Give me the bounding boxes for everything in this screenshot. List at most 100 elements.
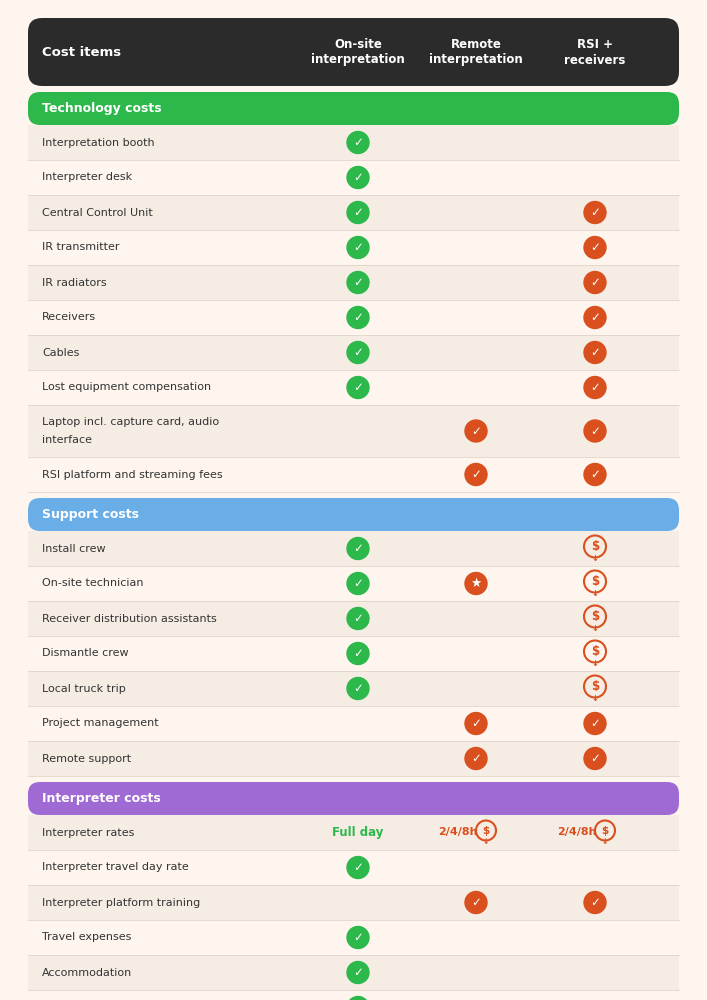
Bar xyxy=(28,405,679,457)
Text: $: $ xyxy=(591,610,599,623)
Bar xyxy=(28,706,679,741)
Bar xyxy=(28,195,679,230)
Text: ↓: ↓ xyxy=(592,659,599,668)
Circle shape xyxy=(347,236,369,258)
Text: ✓: ✓ xyxy=(471,424,481,438)
Text: ✓: ✓ xyxy=(590,241,600,254)
Circle shape xyxy=(584,236,606,258)
Text: ✓: ✓ xyxy=(590,717,600,730)
Text: ↓: ↓ xyxy=(602,837,608,846)
Text: 2/4/8h: 2/4/8h xyxy=(557,828,597,838)
Text: Central Control Unit: Central Control Unit xyxy=(42,208,153,218)
Text: Interpreter travel day rate: Interpreter travel day rate xyxy=(42,862,189,872)
Circle shape xyxy=(347,306,369,328)
Circle shape xyxy=(347,131,369,153)
Text: interface: interface xyxy=(42,435,92,445)
Circle shape xyxy=(465,420,487,442)
Circle shape xyxy=(347,856,369,879)
Text: ✓: ✓ xyxy=(471,752,481,765)
Text: Technology costs: Technology costs xyxy=(42,102,162,115)
Bar xyxy=(28,335,679,370)
Circle shape xyxy=(584,202,606,224)
Bar xyxy=(28,370,679,405)
FancyBboxPatch shape xyxy=(28,18,679,86)
Text: RSI +
receivers: RSI + receivers xyxy=(564,37,626,66)
Bar xyxy=(28,955,679,990)
Text: ✓: ✓ xyxy=(353,346,363,359)
Bar xyxy=(28,457,679,492)
Text: ✓: ✓ xyxy=(471,468,481,481)
FancyBboxPatch shape xyxy=(28,498,679,531)
Circle shape xyxy=(347,271,369,294)
Circle shape xyxy=(347,607,369,630)
Text: ✓: ✓ xyxy=(353,612,363,625)
Text: ✓: ✓ xyxy=(353,206,363,219)
Circle shape xyxy=(347,166,369,188)
FancyBboxPatch shape xyxy=(28,92,679,125)
Text: ✓: ✓ xyxy=(590,276,600,289)
Text: ✓: ✓ xyxy=(353,682,363,695)
Text: ✓: ✓ xyxy=(590,381,600,394)
Text: On-site
interpretation: On-site interpretation xyxy=(311,37,405,66)
Text: ↓: ↓ xyxy=(592,554,599,563)
Text: ✓: ✓ xyxy=(353,861,363,874)
Text: ★: ★ xyxy=(470,577,481,590)
Circle shape xyxy=(347,202,369,224)
Bar xyxy=(28,990,679,1000)
Text: Remote
interpretation: Remote interpretation xyxy=(429,37,523,66)
Text: Cables: Cables xyxy=(42,348,79,358)
Bar xyxy=(28,265,679,300)
Text: ↓: ↓ xyxy=(592,694,599,703)
Circle shape xyxy=(347,678,369,700)
Circle shape xyxy=(347,538,369,560)
Text: ✓: ✓ xyxy=(590,468,600,481)
Text: $: $ xyxy=(482,826,490,836)
Text: Dismantle crew: Dismantle crew xyxy=(42,648,129,658)
FancyBboxPatch shape xyxy=(28,782,679,815)
Circle shape xyxy=(465,572,487,594)
Text: ✓: ✓ xyxy=(353,171,363,184)
Circle shape xyxy=(584,464,606,486)
Bar xyxy=(28,566,679,601)
Text: ✓: ✓ xyxy=(353,647,363,660)
Text: ✓: ✓ xyxy=(353,966,363,979)
Circle shape xyxy=(584,712,606,734)
Bar xyxy=(28,230,679,265)
Circle shape xyxy=(584,271,606,294)
Text: ✓: ✓ xyxy=(353,931,363,944)
Bar xyxy=(28,160,679,195)
Text: ✓: ✓ xyxy=(353,311,363,324)
Circle shape xyxy=(584,892,606,914)
Bar xyxy=(28,815,679,850)
Text: ✓: ✓ xyxy=(471,717,481,730)
Text: ✓: ✓ xyxy=(353,136,363,149)
Text: ✓: ✓ xyxy=(590,206,600,219)
Text: ✓: ✓ xyxy=(590,346,600,359)
Text: $: $ xyxy=(591,575,599,588)
Text: Support costs: Support costs xyxy=(42,508,139,521)
Text: ✓: ✓ xyxy=(353,542,363,555)
Text: ✓: ✓ xyxy=(590,311,600,324)
Text: Project management: Project management xyxy=(42,718,158,728)
Bar xyxy=(28,125,679,160)
Bar xyxy=(28,531,679,566)
Circle shape xyxy=(584,306,606,328)
Circle shape xyxy=(347,996,369,1000)
Text: ✓: ✓ xyxy=(590,896,600,909)
Text: ✓: ✓ xyxy=(590,752,600,765)
Text: ✓: ✓ xyxy=(353,241,363,254)
Text: Interpreter rates: Interpreter rates xyxy=(42,828,134,838)
Text: Full day: Full day xyxy=(332,826,384,839)
Circle shape xyxy=(347,926,369,948)
Circle shape xyxy=(584,748,606,770)
Circle shape xyxy=(465,464,487,486)
Text: ✓: ✓ xyxy=(353,577,363,590)
Text: ↓: ↓ xyxy=(483,837,489,846)
Circle shape xyxy=(347,342,369,363)
Text: ✓: ✓ xyxy=(353,276,363,289)
Text: Receiver distribution assistants: Receiver distribution assistants xyxy=(42,613,217,624)
Text: Interpreter desk: Interpreter desk xyxy=(42,172,132,182)
Bar xyxy=(28,601,679,636)
Text: Accommodation: Accommodation xyxy=(42,968,132,978)
Text: Cost items: Cost items xyxy=(42,45,121,58)
